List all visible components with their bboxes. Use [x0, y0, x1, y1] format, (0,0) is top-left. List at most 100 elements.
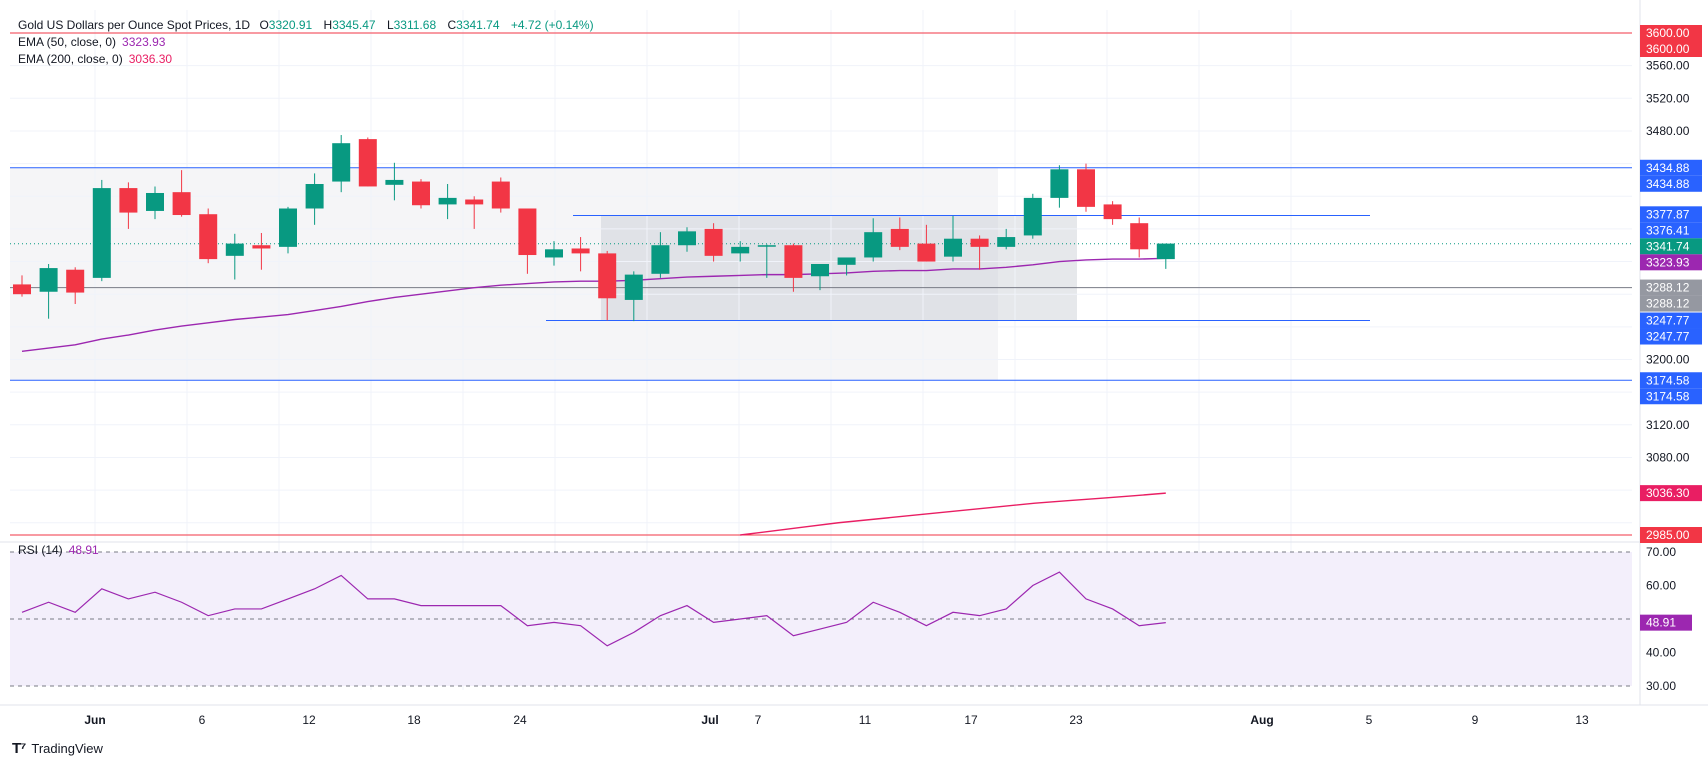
candle-33 [890, 217, 909, 251]
candle-body [491, 181, 510, 209]
price-axis-label: 3080.00 [1646, 450, 1690, 464]
candle-body [944, 238, 962, 257]
price-tag-text: 2985.00 [1646, 528, 1690, 542]
candle-41 [1103, 201, 1122, 225]
price-axis-label: 3480.00 [1646, 124, 1690, 138]
candle-19 [518, 208, 537, 274]
price-tag-text: 3376.41 [1646, 223, 1690, 237]
candle-body [571, 248, 590, 254]
candle-body [199, 214, 218, 260]
candle-6 [172, 170, 191, 217]
price-tag-3323-93 [1640, 254, 1702, 271]
candle-21 [571, 237, 590, 272]
candle-26 [704, 223, 723, 262]
candle-11 [305, 173, 324, 225]
candle-body [784, 245, 803, 278]
candle-1 [39, 264, 58, 319]
price-axis-label: 3520.00 [1646, 91, 1690, 105]
candle-5 [146, 186, 164, 220]
candle-body [412, 181, 430, 206]
price-tag-3376-41 [1640, 222, 1702, 239]
candle-body [119, 188, 138, 213]
candle-30 [811, 264, 829, 291]
price-tag-text: 3600.00 [1646, 26, 1690, 40]
candle-0 [13, 275, 31, 297]
rsi-current-tag [1640, 614, 1692, 631]
price-tag-3341-74 [1640, 238, 1702, 255]
time-axis-label-18: 18 [407, 713, 421, 727]
time-axis-label-12: 12 [302, 713, 316, 727]
candle-body [837, 257, 856, 265]
ema50-line [21, 257, 1166, 353]
candle-body [731, 246, 750, 254]
candle-body [1023, 197, 1042, 236]
candle-32 [864, 218, 883, 262]
candle-body [358, 139, 377, 187]
price-tag-dup [1640, 388, 1702, 405]
time-axis-label-6: 6 [199, 713, 206, 727]
candle-16 [438, 184, 457, 220]
candle-body [864, 232, 883, 258]
candle-body [13, 284, 31, 295]
rsi-axis-label: 30.00 [1646, 679, 1676, 693]
candle-body [651, 245, 670, 274]
symbol-title: Gold US Dollars per Ounce Spot Prices, 1… [18, 18, 251, 32]
candle-24 [651, 232, 670, 278]
symbol-header: Gold US Dollars per Ounce Spot Prices, 1… [18, 18, 594, 32]
range-zone-inner [601, 215, 1077, 321]
candle-34 [917, 224, 936, 262]
candle-body [757, 245, 776, 247]
candle-20 [545, 241, 563, 266]
candle-body [438, 197, 457, 205]
ohlc-open-label: O [259, 18, 269, 32]
price-tag-dup [1640, 295, 1702, 312]
candle-body [811, 264, 829, 277]
candle-body [890, 228, 909, 247]
price-tag-text: 3377.87 [1646, 207, 1690, 221]
tradingview-logo-icon: T⁷ [12, 740, 26, 757]
candle-body [465, 199, 484, 205]
candle-29 [784, 243, 803, 292]
candle-body [1077, 169, 1095, 207]
candle-body [252, 245, 271, 249]
ema50-value: 3323.93 [122, 35, 166, 49]
rsi-legend[interactable]: RSI (14) 48.91 [18, 543, 99, 557]
price-tag-dup [1640, 41, 1702, 57]
ohlc-open-value: 3320.91 [268, 18, 313, 32]
price-tag-text: 3341.74 [1646, 239, 1690, 253]
candle-body [1130, 223, 1149, 250]
rsi-axis-label: 40.00 [1646, 646, 1676, 660]
price-tag-text: 3434.88 [1646, 161, 1690, 175]
candle-body [518, 208, 537, 256]
time-axis-label-11: 11 [859, 713, 872, 727]
candle-23 [624, 271, 643, 322]
ema50-legend[interactable]: EMA (50, close, 0) 3323.93 [18, 35, 165, 49]
candle-31 [837, 257, 856, 276]
candle-40 [1077, 163, 1095, 212]
ohlc-low-label: L [386, 18, 394, 32]
price-tag-dup [1640, 328, 1702, 345]
candle-39 [1050, 165, 1069, 208]
candle-42 [1130, 217, 1149, 258]
time-axis-label-7: 7 [755, 713, 762, 727]
price-tag-3434-88 [1640, 159, 1702, 176]
tradingview-brand[interactable]: T⁷ TradingView [12, 740, 103, 757]
price-tag-dup [1640, 175, 1702, 192]
ohlc-close-label: C [447, 18, 457, 32]
price-tag-dup-text: 3174.58 [1646, 389, 1690, 403]
price-tag-3600-00 [1640, 25, 1702, 41]
candle-35 [944, 215, 962, 262]
rsi-line [21, 571, 1166, 647]
candle-body [39, 268, 58, 292]
price-axis-label: 3120.00 [1646, 418, 1690, 432]
candle-8 [225, 233, 244, 280]
ema200-label: EMA (200, close, 0) [18, 52, 123, 66]
candle-body [66, 269, 85, 293]
candle-9 [252, 232, 271, 270]
price-tag-text: 3247.77 [1646, 314, 1690, 328]
ema200-legend[interactable]: EMA (200, close, 0) 3036.30 [18, 52, 172, 66]
candle-body [225, 243, 244, 256]
price-tag-3288-12 [1640, 279, 1702, 296]
candle-body [624, 274, 643, 300]
